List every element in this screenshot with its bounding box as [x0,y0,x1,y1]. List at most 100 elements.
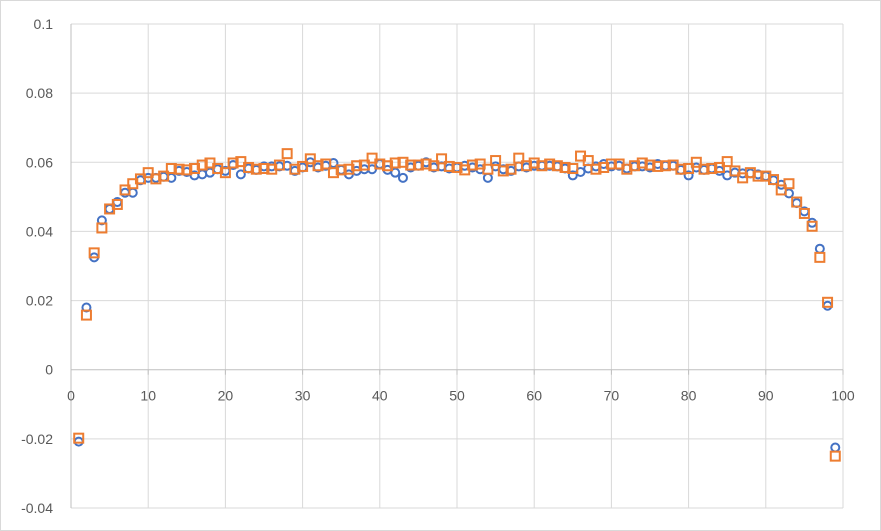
data-point-circle [683,170,694,181]
data-point-square [119,184,131,196]
data-point-square [227,157,239,169]
data-point-square [165,163,177,175]
x-tick-label: 90 [758,388,774,404]
y-tick-label: 0.06 [26,154,53,170]
data-point-square [806,220,818,232]
data-point-square [520,160,532,172]
data-point-square [327,167,339,179]
data-point-square [683,163,695,175]
data-point-square [822,296,834,308]
data-point-circle [822,300,833,311]
data-point-square [768,174,780,186]
data-point-square [798,207,810,219]
data-point-square [528,157,540,169]
data-point-circle [830,442,841,453]
data-point-square [713,161,725,173]
data-series [73,148,841,462]
data-point-square [80,309,92,321]
x-tick-label: 80 [681,388,697,404]
data-point-square [397,156,409,168]
data-point-square [436,153,448,165]
data-point-square [760,170,772,182]
data-point-square [513,152,525,164]
data-point-square [582,155,594,167]
data-point-square [189,163,201,175]
y-tick-label: 0.08 [26,85,53,101]
data-point-square [335,164,347,176]
y-tick-label: 0.1 [34,16,54,32]
data-point-square [382,160,394,172]
data-point-square [482,163,494,175]
data-point-square [775,184,787,196]
x-tick-label: 10 [140,388,156,404]
x-tick-label: 100 [831,388,855,404]
data-point-square [505,163,517,175]
data-point-square [659,160,671,172]
data-point-square [281,148,293,160]
data-point-circle [390,167,401,178]
data-point-square [196,159,208,171]
y-tick-label: 0.02 [26,293,53,309]
data-point-square [235,156,247,168]
data-point-square [204,157,216,169]
data-point-circle [482,172,493,183]
data-point-square [358,159,370,171]
data-point-square [96,222,108,234]
x-tick-label: 30 [295,388,311,404]
y-tick-label: 0.04 [26,223,53,239]
data-point-square [814,251,826,263]
data-point-square [134,173,146,185]
data-point-square [366,152,378,164]
data-point-square [351,160,363,172]
x-tick-label: 60 [526,388,542,404]
data-point-square [158,170,170,182]
data-point-square [142,167,154,179]
data-point-square [536,160,548,172]
data-point-circle [807,217,818,228]
x-tick-label: 50 [449,388,465,404]
series-2 [73,148,841,462]
data-point-square [721,156,733,168]
data-point-square [490,155,502,167]
data-point-square [181,164,193,176]
data-point-square [621,163,633,175]
data-point-square [791,196,803,208]
data-point-square [590,163,602,175]
data-point-square [744,167,756,179]
data-point-square [698,163,710,175]
x-tick-label: 20 [218,388,234,404]
data-point-square [374,158,386,170]
data-point-square [258,163,270,175]
data-point-square [243,161,255,173]
data-point-square [420,158,432,170]
data-point-square [412,159,424,171]
data-point-square [173,163,185,175]
data-point-square [73,432,85,444]
data-point-square [428,160,440,172]
data-point-square [783,178,795,190]
data-point-square [343,163,355,175]
data-point-square [150,173,162,185]
data-point-circle [567,170,578,181]
axes [70,24,844,508]
data-point-square [567,163,579,175]
data-point-circle [235,169,246,180]
data-point-square [405,159,417,171]
data-point-square [320,158,332,170]
data-point-square [304,153,316,165]
data-point-square [605,158,617,170]
data-point-square [544,158,556,170]
data-point-square [559,161,571,173]
data-point-square [466,159,478,171]
x-tick-label: 40 [372,388,388,404]
data-point-square [752,170,764,182]
data-point-circle [397,172,408,183]
data-point-square [443,160,455,172]
data-point-square [219,167,231,179]
data-point-square [690,156,702,168]
data-point-square [111,198,123,210]
data-point-square [829,450,841,462]
y-tick-labels: 0.1 0.08 0.06 0.04 0.02 0 -0.02 -0.04 [21,16,53,516]
